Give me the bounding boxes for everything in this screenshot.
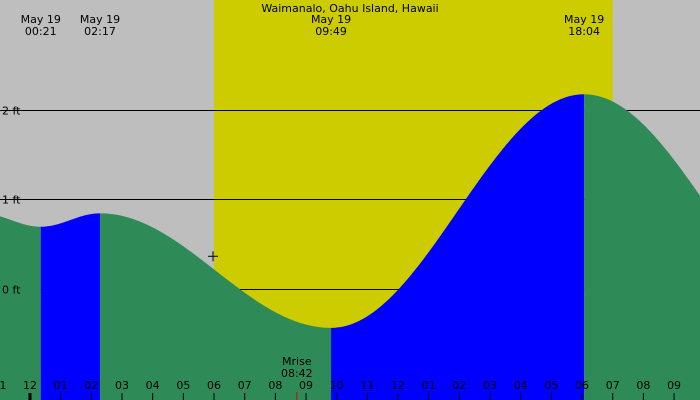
moonrise-time: 08:42 [281, 367, 313, 380]
x-tick-label: 07 [238, 379, 252, 392]
rising-tide-area [40, 213, 101, 400]
falling-tide-area [584, 94, 700, 400]
x-axis: 11 12 01 02 03 04 05 06 07 08 09 10 11 12 01 02 03 04 05 06… [0, 379, 681, 400]
x-tick-label: 02 [452, 379, 466, 392]
x-tick-label: 07 [606, 379, 620, 392]
x-tick-label: 06 [207, 379, 221, 392]
x-tick-label: 11 [360, 379, 374, 392]
tide-event-time: 09:49 [315, 25, 347, 38]
x-tick-label: 11 [0, 379, 6, 392]
x-tick-label: 04 [146, 379, 160, 392]
y-tick-label: 1 ft [2, 194, 21, 207]
rising-tide-area [331, 94, 585, 400]
x-tick-label: 08 [268, 379, 282, 392]
chart-title: Waimanalo, Oahu Island, Hawaii [261, 2, 438, 15]
tide-event-time: 00:21 [25, 25, 57, 38]
tide-event-date: May 19 [564, 13, 604, 26]
y-tick-label: 0 ft [2, 284, 21, 297]
tide-areas [0, 94, 700, 400]
x-tick-label: 02 [84, 379, 98, 392]
x-tick-label: 12 [391, 379, 405, 392]
x-tick-label: 06 [575, 379, 589, 392]
x-tick-label: 05 [544, 379, 558, 392]
x-tick-label: 09 [667, 379, 681, 392]
x-tick-label: 09 [299, 379, 313, 392]
x-tick-label: 03 [115, 379, 129, 392]
moonrise-label: Mrise [282, 355, 312, 368]
x-tick-label: 05 [176, 379, 190, 392]
x-tick-label: 03 [483, 379, 497, 392]
falling-tide-area [0, 216, 41, 400]
tide-event-time: 18:04 [568, 25, 600, 38]
x-tick-label: 08 [636, 379, 650, 392]
x-tick-label: 01 [54, 379, 68, 392]
tide-event-date: May 19 [80, 13, 120, 26]
x-tick-label: 04 [514, 379, 528, 392]
tide-event-time: 02:17 [84, 25, 116, 38]
x-tick-label: 10 [330, 379, 344, 392]
x-tick-label: 01 [422, 379, 436, 392]
y-tick-label: 2 ft [2, 105, 21, 118]
x-tick-label: 12 [23, 379, 37, 392]
tide-event-date: May 19 [21, 13, 61, 26]
y-axis-labels: 0 ft 1 ft 2 ft [2, 105, 21, 297]
current-time-marker [208, 251, 219, 262]
tide-event-date: May 19 [311, 13, 351, 26]
falling-tide-area [100, 213, 332, 400]
